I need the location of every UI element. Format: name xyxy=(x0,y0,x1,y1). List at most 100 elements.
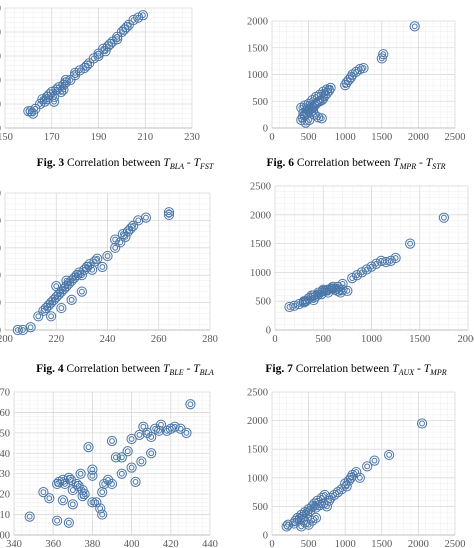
chart-fig4: 200 220 240 260 280 150 160 170 180 190 200 xyxy=(0,189,218,346)
data-point xyxy=(416,418,428,429)
data-point-inner-ring xyxy=(324,503,330,510)
data-point xyxy=(93,50,104,62)
data-point xyxy=(57,495,69,506)
y-tick-label: 500 xyxy=(252,97,268,108)
x-tick-label: 150 xyxy=(0,132,13,143)
data-point xyxy=(17,324,29,336)
data-point-inner-ring xyxy=(114,36,121,43)
x-tick-label: 340 xyxy=(6,539,22,548)
data-point-outer-ring xyxy=(61,281,72,292)
data-point-inner-ring xyxy=(309,517,316,524)
data-point-inner-ring xyxy=(136,432,143,438)
data-point xyxy=(52,515,63,526)
data-point-inner-ring xyxy=(112,244,119,251)
data-point xyxy=(24,511,35,522)
data-point-outer-ring xyxy=(52,515,63,526)
data-point xyxy=(97,261,108,273)
data-point-outer-ring xyxy=(48,294,59,305)
data-point xyxy=(136,456,147,467)
data-point-inner-ring xyxy=(143,214,149,221)
data-point-inner-ring xyxy=(119,231,126,238)
data-point-outer-ring xyxy=(181,427,192,438)
data-point xyxy=(314,89,325,100)
data-point-inner-ring xyxy=(97,505,104,512)
data-point-inner-ring xyxy=(148,450,155,457)
y-tick-label: 240 xyxy=(0,449,10,460)
x-tick-label: 0 xyxy=(272,334,277,345)
data-point-outer-ring xyxy=(126,462,137,473)
data-point-outer-ring xyxy=(97,509,108,520)
data-point-inner-ring xyxy=(89,499,96,506)
data-point xyxy=(126,433,137,445)
data-point-outer-ring xyxy=(60,74,71,86)
data-point-inner-ring xyxy=(85,444,92,451)
data-point-outer-ring xyxy=(307,515,318,526)
data-point xyxy=(438,212,449,223)
y-tick-label: 270 xyxy=(0,388,10,399)
data-point xyxy=(390,252,401,264)
data-point-inner-ring xyxy=(89,472,96,479)
data-point-outer-ring xyxy=(83,442,94,453)
data-point xyxy=(155,419,167,430)
data-point-outer-ring xyxy=(155,419,167,430)
data-point xyxy=(307,515,318,526)
data-point-outer-ring xyxy=(79,264,90,275)
data-point-inner-ring xyxy=(118,454,125,461)
data-point xyxy=(75,468,86,479)
data-point xyxy=(384,449,395,461)
data-point-inner-ring xyxy=(67,476,74,483)
data-point-inner-ring xyxy=(440,214,447,221)
data-point-inner-ring xyxy=(313,514,319,521)
x-tick-label: 2500 xyxy=(445,539,466,548)
data-point-inner-ring xyxy=(89,266,96,273)
x-tick-label: 360 xyxy=(45,539,61,548)
data-point-outer-ring xyxy=(146,431,157,443)
data-point-outer-ring xyxy=(362,461,373,472)
data-point-outer-ring xyxy=(79,489,90,500)
data-point xyxy=(185,399,196,410)
chart-fig7: 0 500 1000 1500 2000 0 500 1000 1500 2000 2500 xyxy=(250,182,474,346)
data-point-outer-ring xyxy=(66,294,77,305)
data-point-inner-ring xyxy=(310,107,316,114)
data-point-inner-ring xyxy=(135,217,142,224)
y-tick-label: 1000 xyxy=(247,70,268,81)
data-point-inner-ring xyxy=(51,98,57,105)
data-point-outer-ring xyxy=(38,305,49,316)
data-point-outer-ring xyxy=(122,446,133,457)
data-point xyxy=(409,21,420,32)
data-point-outer-ring xyxy=(405,238,416,249)
data-point-outer-ring xyxy=(307,105,319,116)
data-point-outer-ring xyxy=(307,95,318,106)
data-point-outer-ring xyxy=(325,492,336,503)
data-point xyxy=(332,487,343,498)
data-point-outer-ring xyxy=(310,512,322,523)
x-tick-label: 260 xyxy=(151,334,167,345)
x-tick-label: 440 xyxy=(202,539,218,548)
x-tick-label: 420 xyxy=(163,539,179,548)
data-point-inner-ring xyxy=(407,240,414,247)
y-tick-label: 1500 xyxy=(247,445,268,456)
data-point-inner-ring xyxy=(331,492,338,498)
data-point-outer-ring xyxy=(303,519,314,530)
data-point-inner-ring xyxy=(128,464,135,471)
data-point-inner-ring xyxy=(349,71,356,78)
data-point xyxy=(362,461,373,472)
data-point-inner-ring xyxy=(78,288,85,295)
y-tick-label: 200 xyxy=(0,531,10,542)
data-point-inner-ring xyxy=(40,489,47,496)
x-tick-label: 1000 xyxy=(335,132,356,143)
y-tick-label: 160 xyxy=(0,52,1,63)
data-point xyxy=(347,469,358,481)
data-point xyxy=(48,96,60,107)
data-point xyxy=(67,499,78,510)
data-point-outer-ring xyxy=(87,470,98,481)
data-point xyxy=(126,462,137,473)
data-point xyxy=(81,261,93,273)
data-point-inner-ring xyxy=(285,521,292,528)
y-tick-label: 200 xyxy=(0,189,1,200)
data-point-inner-ring xyxy=(316,91,323,98)
y-tick-label: 170 xyxy=(0,28,1,39)
data-point-inner-ring xyxy=(183,429,190,436)
data-point xyxy=(100,46,111,57)
data-point-inner-ring xyxy=(109,481,115,487)
